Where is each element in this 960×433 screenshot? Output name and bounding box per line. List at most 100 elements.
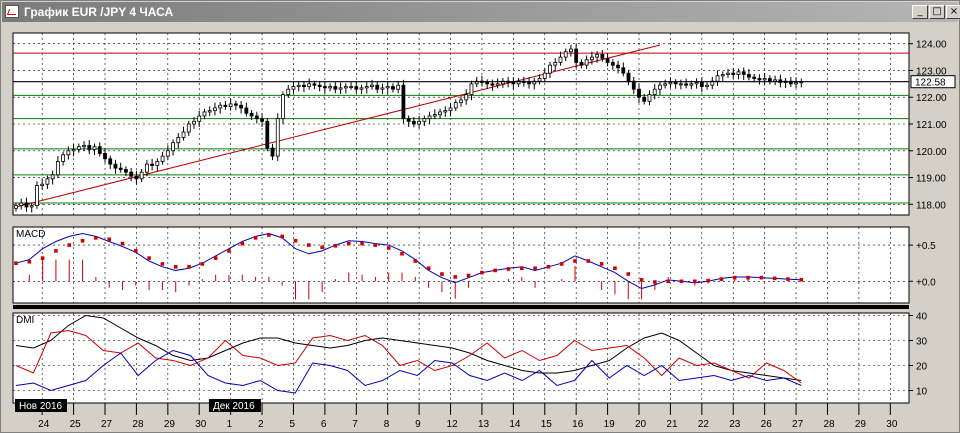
candle [673,79,678,89]
candle [417,115,422,129]
candle [595,51,600,63]
title-bar[interactable]: График EUR /JPY 4 ЧАСА _ □ × [2,2,960,22]
macd-signal-dot [506,267,511,271]
macd-signal-dot [426,266,431,271]
macd-signal-dot [732,275,737,280]
candle [438,108,442,119]
candle [459,95,463,107]
candle-body [469,83,474,95]
candle [558,51,563,66]
candle-body [773,79,778,82]
time-tick-label: 20 [635,419,647,430]
candle [385,81,390,94]
macd-signal-dot [679,279,684,284]
macd-signal-dot [719,277,724,281]
candle [605,53,610,67]
candle [307,78,312,90]
time-tick-label: 29 [164,419,176,430]
candle-body [124,169,128,173]
candle-body [741,71,746,75]
candle-body [160,155,165,162]
macd-signal-dot [307,243,311,247]
month-label: Нов 2016 [19,401,63,412]
time-tick-label: 27 [792,419,804,430]
candle [218,102,223,114]
dmi-tick-label: 20 [916,362,928,373]
candle-body [254,115,259,120]
candle [45,175,50,190]
candle-body [689,83,694,86]
macd-signal-dot [14,261,18,265]
candle-body [678,83,683,86]
macd-signal-dot [280,234,285,239]
time-tick-label: 25 [70,419,82,430]
candle-body [747,74,751,78]
candle [333,82,338,94]
candle [207,106,212,116]
minimize-button[interactable]: _ [912,5,928,19]
price-tick-label: 118.00 [916,200,946,211]
candle-body [55,161,60,176]
candle [223,100,228,110]
candle [103,148,107,163]
candle-body [260,118,264,122]
candle [97,142,102,157]
candle [794,77,798,88]
maximize-button[interactable]: □ [929,5,945,19]
macd-signal-dot [706,278,710,283]
macd-signal-dot [386,246,391,250]
time-tick-label: 30 [195,419,207,430]
candle-body [490,83,495,86]
candle [76,143,81,153]
candle [197,110,202,127]
candle-body [35,185,39,207]
macd-signal-dot [267,233,271,237]
candle [621,62,626,77]
candle [254,111,259,124]
candle-body [61,154,66,162]
candle [186,120,191,137]
candle-body [171,142,175,152]
macd-tick-label: +0.5 [916,241,936,252]
macd-signal-dot [626,272,631,276]
candle [275,113,280,161]
candle [527,77,531,89]
candle [694,78,699,89]
candle [270,143,275,161]
candle [343,83,348,94]
time-tick-label: 26 [761,419,773,430]
candle [61,151,66,166]
candle [584,55,589,70]
candle-body [50,174,55,180]
last-price-label: 122.58 [915,78,946,89]
candle [24,197,29,212]
candle [139,168,144,183]
candle [563,48,568,62]
candle [752,73,757,83]
candle-body [720,74,725,77]
candle [354,81,359,94]
candle [731,67,736,79]
candle-body [223,104,228,108]
candle-body [626,72,631,82]
candle [55,156,60,179]
macd-signal-dot [493,268,497,273]
candle [511,77,516,90]
candle-body [286,88,291,95]
candle-body [432,114,437,117]
macd-signal-dot [67,243,72,247]
candle [281,91,285,125]
close-button[interactable]: × [946,5,960,19]
candle-body [213,107,217,112]
candle [118,162,123,173]
candle-body [364,86,369,89]
candle [108,155,113,169]
macd-panel: +0.5 +0.0 MACD [12,226,936,309]
candle-body [438,111,442,116]
candle [19,198,24,210]
candle [616,60,620,74]
candle-body [317,84,322,87]
candle [113,159,118,174]
candle [610,59,615,70]
candle-body [176,136,181,144]
